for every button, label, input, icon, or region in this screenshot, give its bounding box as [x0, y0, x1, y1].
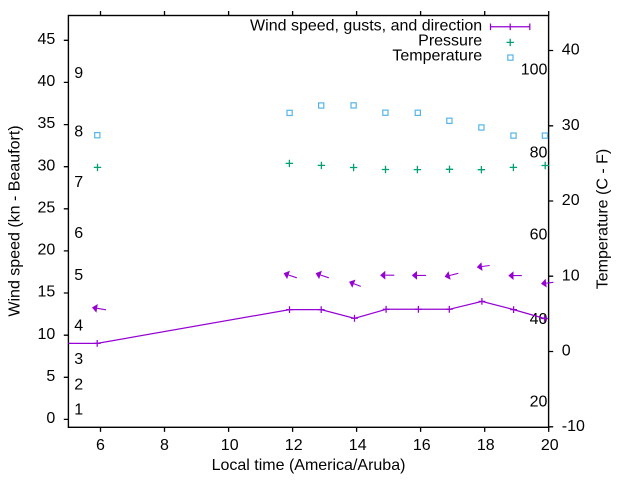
- svg-text:40: 40: [38, 73, 56, 90]
- svg-text:40: 40: [562, 42, 580, 59]
- svg-text:8: 8: [74, 124, 83, 141]
- svg-text:30: 30: [38, 157, 56, 174]
- svg-text:Wind speed (kn - Beaufort): Wind speed (kn - Beaufort): [7, 125, 24, 316]
- svg-text:10: 10: [562, 267, 580, 284]
- svg-text:3: 3: [74, 351, 83, 368]
- svg-text:5: 5: [46, 368, 55, 385]
- svg-text:12: 12: [285, 437, 303, 454]
- svg-text:60: 60: [530, 227, 548, 244]
- svg-text:14: 14: [349, 437, 367, 454]
- svg-text:25: 25: [38, 199, 56, 216]
- svg-text:20: 20: [38, 242, 56, 259]
- svg-text:16: 16: [413, 437, 431, 454]
- svg-text:0: 0: [562, 343, 571, 360]
- svg-text:6: 6: [74, 225, 83, 242]
- svg-text:2: 2: [74, 376, 83, 393]
- svg-text:Temperature (C - F): Temperature (C - F): [595, 149, 612, 289]
- svg-text:1: 1: [74, 402, 83, 419]
- svg-text:20: 20: [562, 192, 580, 209]
- svg-text:10: 10: [38, 326, 56, 343]
- svg-text:20: 20: [530, 393, 548, 410]
- svg-text:7: 7: [74, 174, 83, 191]
- svg-text:18: 18: [477, 437, 495, 454]
- svg-text:Pressure: Pressure: [418, 32, 482, 49]
- svg-text:Local time (America/Aruba): Local time (America/Aruba): [212, 457, 406, 474]
- svg-text:20: 20: [541, 437, 559, 454]
- svg-text:100: 100: [521, 61, 548, 78]
- svg-text:15: 15: [38, 284, 56, 301]
- svg-text:35: 35: [38, 115, 56, 132]
- svg-text:80: 80: [530, 144, 548, 161]
- svg-text:Wind speed, gusts, and directi: Wind speed, gusts, and direction: [250, 17, 482, 34]
- svg-text:5: 5: [74, 267, 83, 284]
- svg-text:10: 10: [221, 437, 239, 454]
- svg-text:-10: -10: [562, 418, 585, 435]
- svg-text:9: 9: [74, 65, 83, 82]
- svg-text:45: 45: [38, 31, 56, 48]
- svg-text:30: 30: [562, 117, 580, 134]
- svg-text:8: 8: [160, 437, 169, 454]
- svg-text:Temperature: Temperature: [392, 48, 482, 65]
- svg-text:6: 6: [96, 437, 105, 454]
- svg-text:0: 0: [46, 410, 55, 427]
- svg-text:4: 4: [74, 317, 83, 334]
